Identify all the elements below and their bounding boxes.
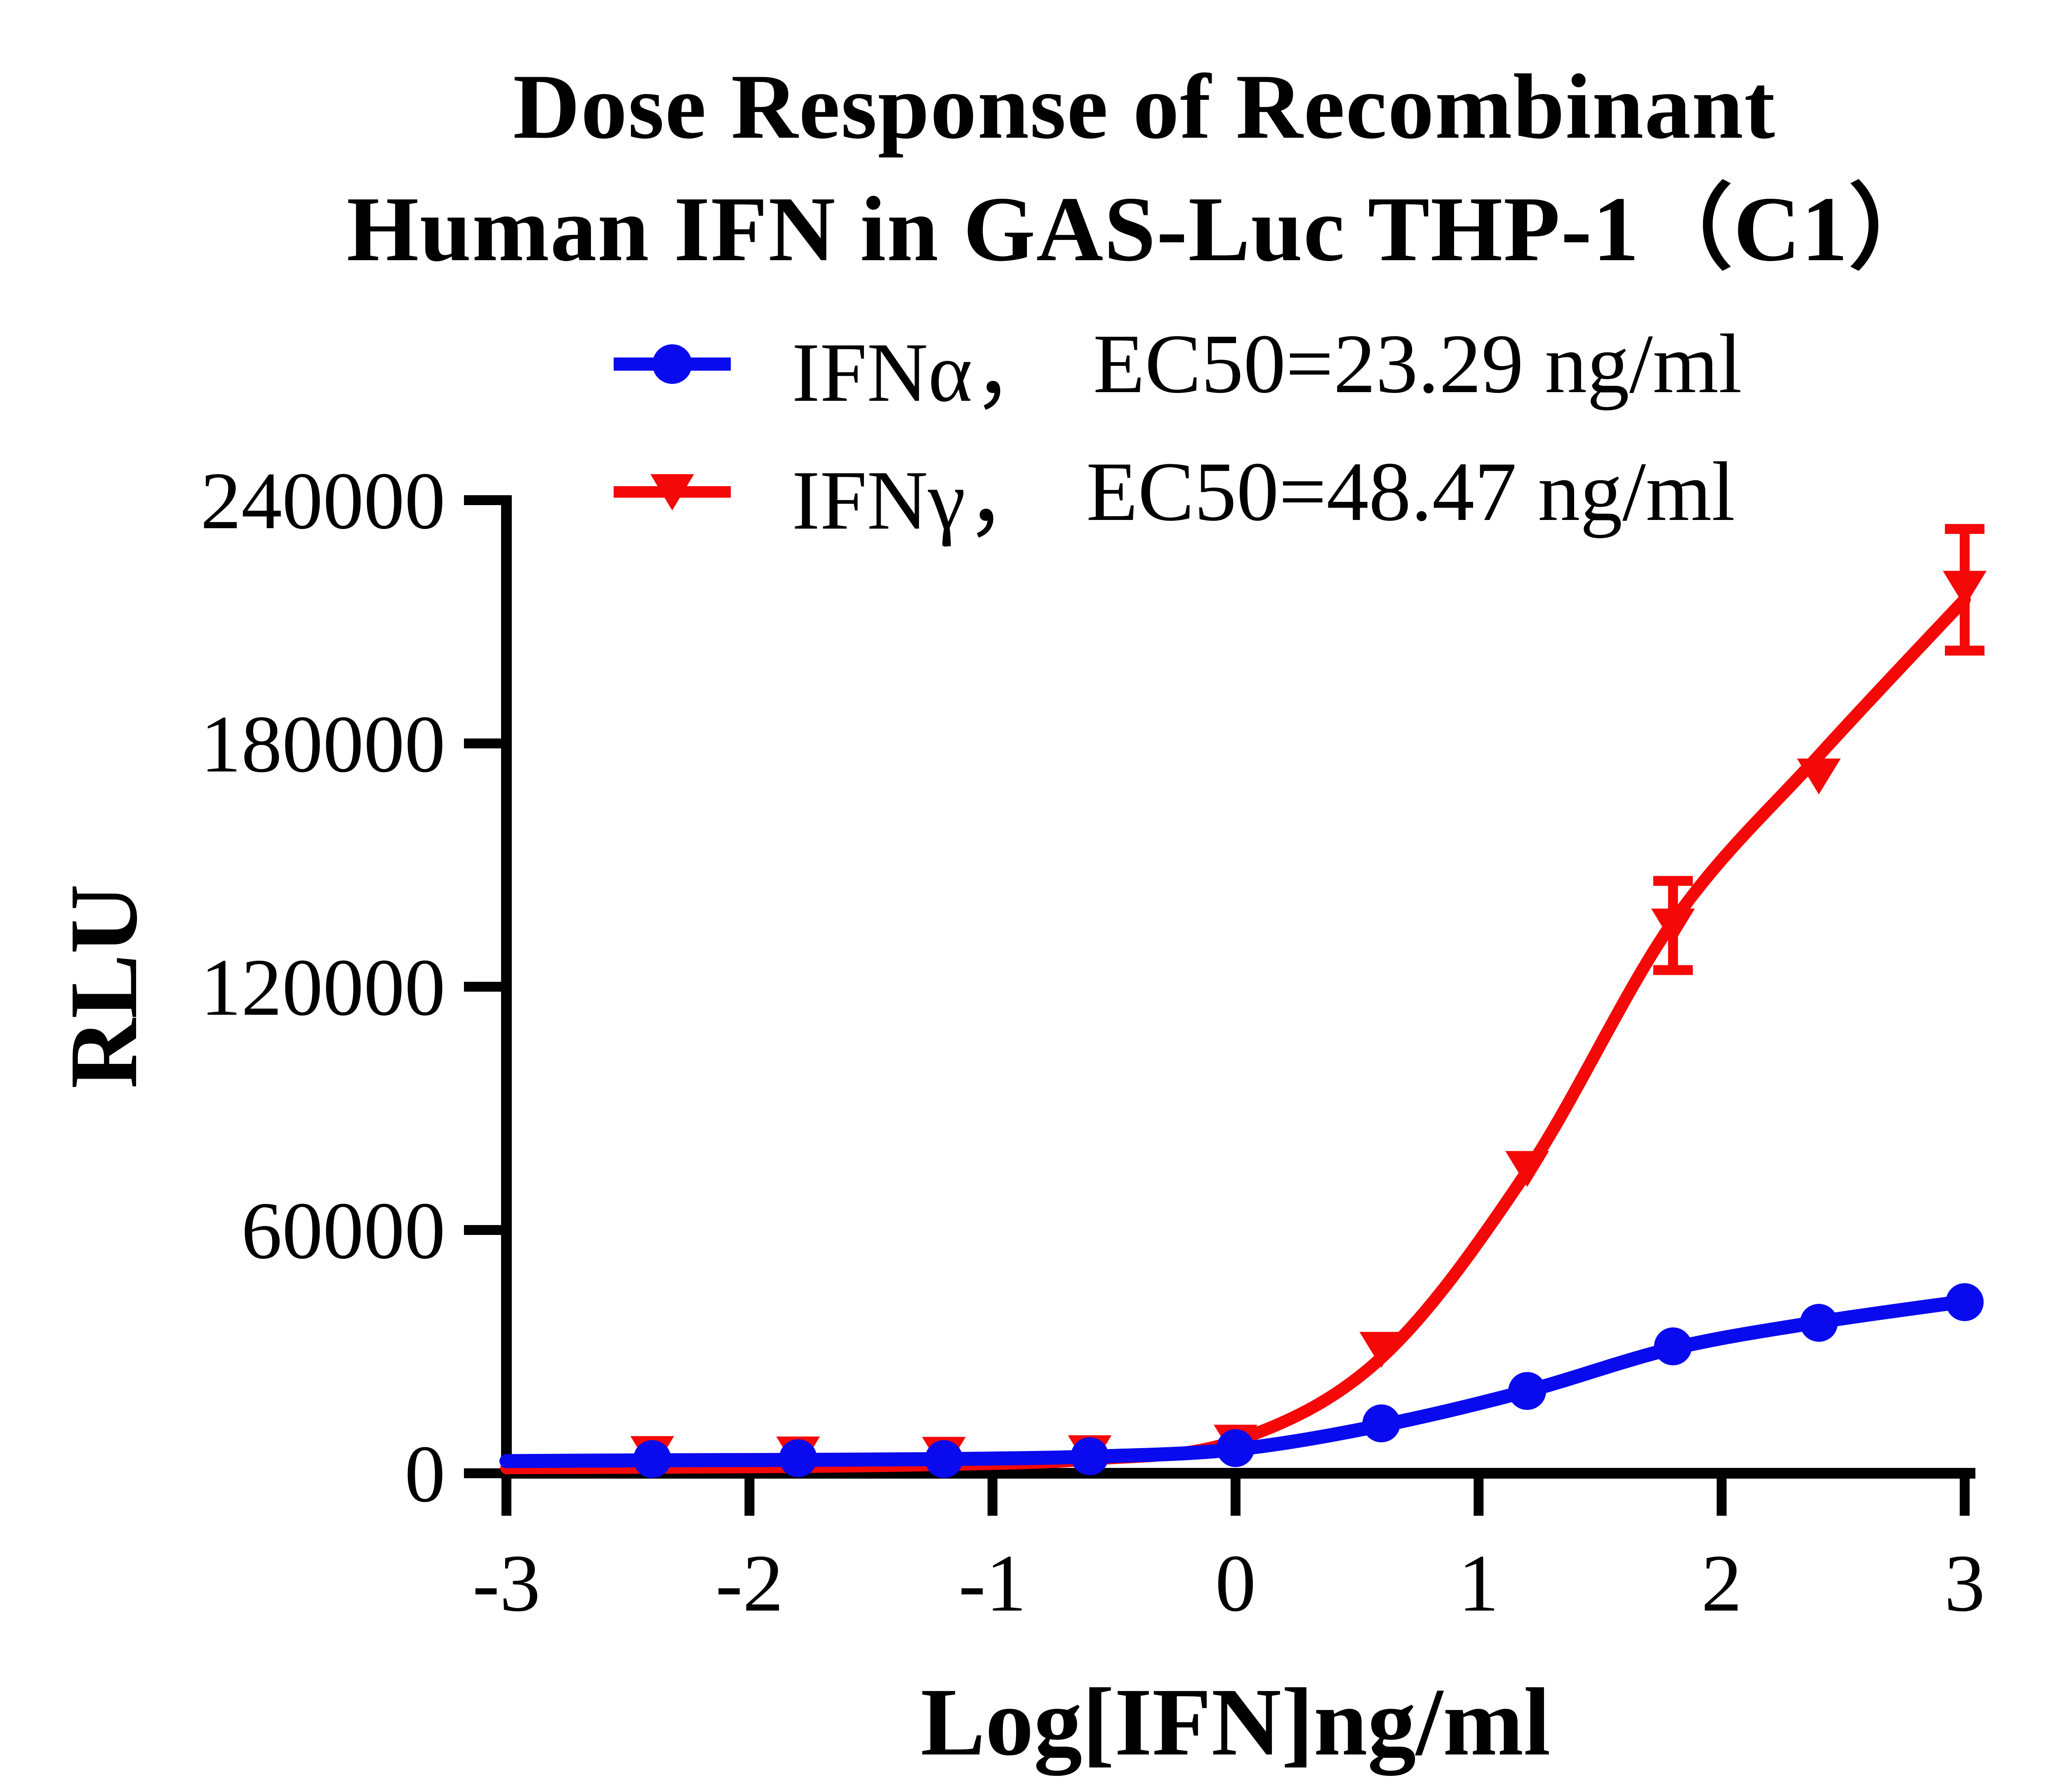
y-tick-label-180000: 180000 xyxy=(200,699,445,789)
legend-item-ifna: IFNα， EC50=23.29 ng/ml xyxy=(610,310,1742,419)
ifng-legend-triangle-icon xyxy=(650,474,694,510)
chart-title-line1: Dose Response of Recombinant xyxy=(513,55,1776,158)
ifna-legend-label: IFNα， xyxy=(792,325,1057,419)
ifna-data-point-x-2.4 xyxy=(633,1440,671,1478)
ifna-data-point-x1.8 xyxy=(1654,1327,1692,1366)
ifna-data-point-x0.6 xyxy=(1362,1404,1401,1443)
x-tick-label--2: -2 xyxy=(716,1538,784,1628)
ifng-legend-label: IFNγ， xyxy=(792,453,1050,547)
ifna-legend-ec50: EC50=23.29 ng/ml xyxy=(1093,317,1742,411)
y-tick-label-240000: 240000 xyxy=(200,456,445,546)
ifna-data-point-x-1.2 xyxy=(925,1440,963,1478)
ifng-data-point-x1.8 xyxy=(1651,908,1695,945)
x-tick-label-0: 0 xyxy=(1215,1538,1256,1628)
ifna-data-point-x1.2 xyxy=(1508,1372,1546,1410)
ifna-data-point-x-0.6 xyxy=(1071,1437,1109,1475)
ifna-data-point-x-1.8 xyxy=(779,1439,817,1477)
x-tick-label-1: 1 xyxy=(1458,1538,1499,1628)
y-axis-label: RLU xyxy=(50,884,157,1089)
ifna-data-point-x2.4 xyxy=(1800,1304,1838,1342)
ifna-data-point-x0 xyxy=(1217,1429,1255,1467)
ifng-data-point-x2.4 xyxy=(1797,758,1841,795)
x-axis-label: Log[IFN]ng/ml xyxy=(920,1668,1551,1776)
y-tick-label-120000: 120000 xyxy=(200,942,445,1032)
ifng-data-point-x0.6 xyxy=(1359,1332,1403,1368)
legend-item-ifng: IFNγ， EC50=48.47 ng/ml xyxy=(610,438,1742,547)
x-tick-label-2: 2 xyxy=(1701,1538,1742,1628)
chart-title: Dose Response of Recombinant Human IFN i… xyxy=(247,45,2041,290)
x-tick-label--3: -3 xyxy=(473,1538,541,1628)
ifng-data-point-x1.2 xyxy=(1505,1151,1549,1187)
ifng-data-point-x3 xyxy=(1942,571,1987,607)
y-tick-label-60000: 60000 xyxy=(241,1185,445,1276)
ifna-data-point-x3 xyxy=(1945,1283,1984,1322)
ifna-legend-circle-icon xyxy=(652,344,692,384)
ifng-legend-marker xyxy=(614,474,731,510)
y-tick-label-0: 0 xyxy=(405,1429,445,1519)
legend: IFNα， EC50=23.29 ng/ml IFNγ， EC50=48.47 … xyxy=(610,310,1742,547)
ifna-legend-marker xyxy=(614,344,731,384)
x-tick-label-3: 3 xyxy=(1944,1538,1985,1628)
x-tick-label--1: -1 xyxy=(958,1538,1026,1628)
chart-title-line2: Human IFN in GAS-Luc THP-1（C1） xyxy=(346,177,1942,280)
ifng-legend-ec50: EC50=48.47 ng/ml xyxy=(1086,445,1735,539)
